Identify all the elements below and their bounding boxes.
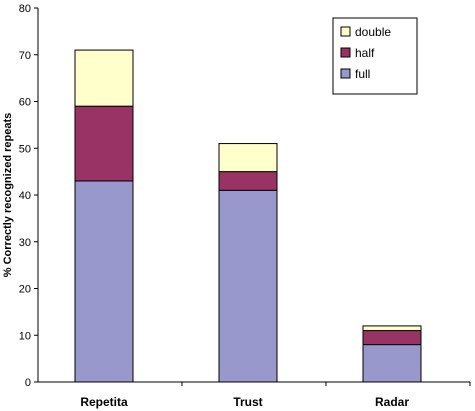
bar-double-trust xyxy=(218,143,278,173)
bars xyxy=(74,49,422,383)
y-tick-label: 10 xyxy=(19,330,31,342)
y-tick-label: 30 xyxy=(19,237,31,249)
x-tick-label: Trust xyxy=(233,395,262,409)
y-tick-label: 80 xyxy=(19,3,31,15)
y-tick-label: 60 xyxy=(19,97,31,109)
bar-double-radar xyxy=(362,325,422,332)
bar-double-repetita xyxy=(74,49,134,107)
x-tick-label: Radar xyxy=(375,395,409,409)
bar-full-repetita xyxy=(74,180,134,383)
y-tick-label: 70 xyxy=(19,50,31,62)
legend: double half full xyxy=(332,17,418,95)
y-axis-title: % Correctly recognized repeats xyxy=(2,113,14,277)
legend-label-half: half xyxy=(355,46,375,60)
y-tick-label: 40 xyxy=(19,190,31,202)
y-tick-label: 20 xyxy=(19,284,31,296)
legend-swatch-half xyxy=(340,47,351,58)
bar-half-radar xyxy=(362,330,422,346)
y-tick-label: 50 xyxy=(19,143,31,155)
bar-half-trust xyxy=(218,171,278,191)
x-axis: Repetita Trust Radar xyxy=(38,381,471,409)
y-tick-label: 0 xyxy=(25,377,31,389)
legend-swatch-full xyxy=(340,68,351,79)
legend-swatch-double xyxy=(340,26,351,37)
x-tick-label: Repetita xyxy=(80,395,128,409)
legend-label-full: full xyxy=(355,67,370,81)
legend-label-double: double xyxy=(355,25,391,39)
y-axis: 0 10 20 30 40 50 60 70 80 xyxy=(19,3,39,389)
bar-half-repetita xyxy=(74,105,134,182)
bar-full-radar xyxy=(362,344,422,383)
bar-full-trust xyxy=(218,189,278,383)
